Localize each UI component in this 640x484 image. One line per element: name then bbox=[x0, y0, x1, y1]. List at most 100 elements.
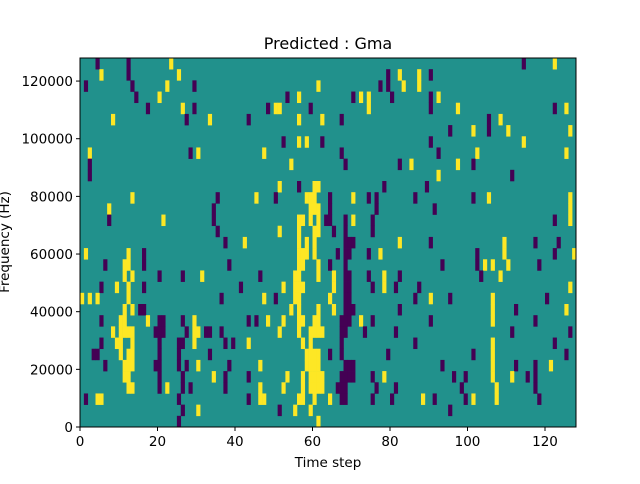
x-tick-label: 60 bbox=[304, 434, 321, 450]
heatmap-cell-high bbox=[498, 270, 503, 282]
heatmap-cell-high bbox=[521, 136, 526, 148]
heatmap-cell-low bbox=[459, 382, 464, 394]
heatmap-cell-high bbox=[130, 382, 135, 394]
heatmap-cell-high bbox=[297, 225, 302, 238]
heatmap-cell-low bbox=[564, 348, 569, 361]
heatmap-cell-low bbox=[184, 326, 189, 338]
y-tick-label: 60000 bbox=[30, 247, 73, 263]
heatmap-cell-low bbox=[246, 371, 251, 383]
heatmap-cell-low bbox=[428, 236, 433, 249]
heatmap-cell-low bbox=[343, 393, 348, 405]
heatmap-cell-low bbox=[370, 315, 375, 327]
heatmap-cell-high bbox=[192, 315, 197, 327]
heatmap-cell-high bbox=[304, 248, 309, 260]
heatmap-cell-low bbox=[339, 348, 344, 361]
heatmap-cell-high bbox=[502, 236, 507, 249]
heatmap-cell-low bbox=[328, 348, 333, 361]
heatmap-cell-high bbox=[192, 337, 197, 350]
heatmap-cell-high bbox=[486, 192, 492, 204]
heatmap-cell-high bbox=[490, 315, 495, 327]
heatmap-cell-low bbox=[343, 304, 348, 316]
heatmap-cell-low bbox=[320, 136, 325, 148]
y-axis-label: Frequency (Hz) bbox=[0, 191, 13, 293]
heatmap-cell-low bbox=[188, 147, 193, 159]
heatmap-cell-low bbox=[130, 80, 135, 92]
heatmap-cell-high bbox=[312, 326, 317, 338]
heatmap-cell-high bbox=[552, 58, 557, 70]
heatmap-cell-low bbox=[246, 113, 251, 126]
heatmap-cell-high bbox=[548, 359, 554, 372]
heatmap-cell-low bbox=[436, 147, 441, 159]
heatmap-cell-high bbox=[417, 69, 422, 81]
heatmap-cell-high bbox=[111, 326, 116, 338]
heatmap-cell-low bbox=[281, 136, 286, 148]
heatmap-cell-high bbox=[312, 248, 317, 260]
heatmap-cell-low bbox=[103, 259, 108, 271]
heatmap-cell-high bbox=[312, 225, 317, 238]
heatmap-cell-high bbox=[304, 359, 309, 372]
heatmap-cell-high bbox=[564, 147, 569, 159]
heatmap-cell-high bbox=[122, 326, 127, 338]
heatmap-cell-low bbox=[176, 337, 182, 350]
heatmap-cell-high bbox=[258, 393, 263, 405]
heatmap-cell-low bbox=[486, 113, 492, 126]
heatmap-cell-low bbox=[386, 348, 391, 361]
heatmap-cell-low bbox=[452, 371, 457, 383]
heatmap-cell-high bbox=[297, 292, 302, 305]
heatmap-cell-low bbox=[347, 292, 352, 305]
heatmap-cell-low bbox=[211, 203, 216, 215]
heatmap-cell-low bbox=[142, 304, 147, 316]
heatmap-cell-low bbox=[343, 248, 348, 260]
x-tick-label: 40 bbox=[226, 434, 243, 450]
heatmap-cell-low bbox=[103, 359, 108, 372]
heatmap-cell-low bbox=[424, 181, 430, 193]
heatmap-cell-high bbox=[297, 113, 302, 126]
heatmap-cell-low bbox=[335, 248, 340, 260]
heatmap-cell-low bbox=[390, 91, 395, 104]
heatmap-cell-high bbox=[99, 69, 104, 81]
heatmap-cell-high bbox=[359, 315, 364, 327]
heatmap-cell-low bbox=[343, 281, 348, 294]
heatmap-cell-low bbox=[297, 181, 302, 193]
heatmap-cell-high bbox=[483, 259, 488, 271]
heatmap-cell-low bbox=[142, 281, 147, 294]
heatmap-cell-high bbox=[320, 371, 325, 383]
heatmap-cell-low bbox=[552, 337, 557, 350]
heatmap-cell-low bbox=[180, 315, 185, 327]
heatmap-cell-high bbox=[366, 102, 371, 115]
heatmap-cell-high bbox=[308, 382, 313, 394]
heatmap-cell-low bbox=[176, 415, 182, 428]
heatmap-cell-low bbox=[370, 371, 375, 383]
heatmap-cell-high bbox=[289, 158, 294, 171]
heatmap-cell-high bbox=[297, 91, 302, 104]
heatmap-cell-low bbox=[273, 292, 278, 305]
heatmap-cell-low bbox=[328, 214, 333, 227]
heatmap-cell-high bbox=[568, 281, 573, 294]
heatmap-cell-high bbox=[397, 236, 402, 249]
heatmap-cell-low bbox=[533, 236, 538, 249]
heatmap-cell-low bbox=[378, 80, 383, 92]
heatmap-cell-low bbox=[219, 326, 224, 338]
heatmap-cell-high bbox=[316, 359, 321, 372]
heatmap-cell-high bbox=[118, 315, 123, 327]
heatmap-cell-low bbox=[471, 192, 476, 204]
heatmap-cell-high bbox=[382, 281, 387, 294]
heatmap-cell-high bbox=[262, 292, 267, 305]
heatmap-cell-low bbox=[328, 259, 333, 271]
heatmap-cell-low bbox=[343, 326, 348, 338]
heatmap-cell-high bbox=[328, 292, 333, 305]
heatmap-cell-high bbox=[498, 113, 503, 126]
heatmap-cell-low bbox=[351, 371, 356, 383]
heatmap-cell-high bbox=[300, 281, 306, 294]
y-tick-label: 100000 bbox=[21, 132, 73, 148]
heatmap-cell-high bbox=[490, 348, 495, 361]
heatmap-cell-high bbox=[506, 259, 511, 271]
heatmap-cell-high bbox=[316, 259, 321, 271]
heatmap-cell-high bbox=[122, 270, 127, 282]
heatmap-cell-low bbox=[126, 58, 131, 70]
heatmap-cell-high bbox=[107, 203, 112, 215]
heatmap-cell-low bbox=[176, 359, 182, 372]
heatmap-cell-high bbox=[161, 214, 166, 227]
heatmap-cell-low bbox=[157, 348, 162, 361]
heatmap-cell-low bbox=[370, 281, 375, 294]
